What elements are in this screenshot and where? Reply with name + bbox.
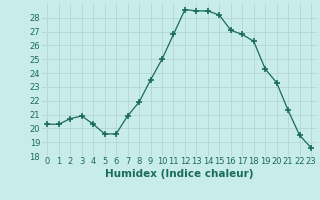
X-axis label: Humidex (Indice chaleur): Humidex (Indice chaleur) (105, 169, 253, 179)
